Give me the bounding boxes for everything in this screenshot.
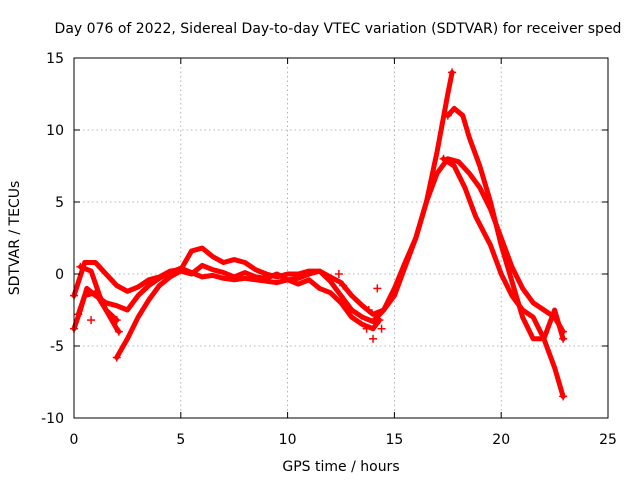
y-tick-label: 15 (46, 51, 64, 67)
series-line-track-6 (445, 105, 566, 342)
x-tick-label: 25 (599, 432, 617, 448)
x-tick-label: 5 (176, 432, 185, 448)
scatter-point (369, 334, 378, 343)
series-end-marker (559, 327, 568, 336)
series-start-marker (76, 262, 85, 271)
y-tick-label: 0 (55, 267, 64, 283)
x-tick-label: 10 (279, 432, 297, 448)
y-axis-label: SDTVAR / TECUs (7, 181, 23, 296)
series-line-track-2 (71, 156, 566, 335)
series-end-marker (559, 334, 568, 343)
series-end-marker (559, 392, 568, 401)
scatter-point (87, 316, 96, 325)
series-start-marker (439, 154, 448, 163)
chart-title: Day 076 of 2022, Sidereal Day-to-day VTE… (55, 21, 622, 37)
x-tick-label: 20 (492, 432, 510, 448)
y-tick-label: -5 (50, 339, 64, 355)
series-line-track-4 (77, 264, 120, 323)
series-end-marker (114, 327, 123, 336)
x-tick-label: 15 (385, 432, 403, 448)
series-line-track-7 (441, 156, 566, 399)
y-tick-label: -10 (41, 411, 64, 427)
series-start-marker (74, 310, 83, 319)
plot-frame (73, 57, 609, 419)
y-tick-label: 5 (55, 195, 64, 211)
series-line-track-5 (114, 262, 382, 360)
scatter-point (334, 270, 343, 278)
y-tick-label: 10 (46, 123, 64, 139)
series-end-marker (448, 68, 457, 77)
series-start-marker (112, 353, 121, 362)
axis-layer: 0 5 10 15 20 25 -10 -5 0 5 10 15 (41, 51, 617, 448)
series-layer (71, 69, 566, 399)
grid-layer (74, 58, 608, 418)
scatter-point (339, 281, 348, 290)
series-end-marker (375, 316, 384, 325)
series-start-marker (443, 111, 452, 120)
scatter-point (377, 324, 386, 333)
series-line-track-1 (71, 69, 455, 332)
scatter-point (362, 324, 371, 333)
series-end-marker (112, 316, 121, 325)
x-axis-label: GPS time / hours (282, 459, 399, 475)
x-tick-label: 0 (70, 432, 79, 448)
marker-layer (70, 68, 568, 401)
scatter-point (373, 284, 382, 293)
scatter-point (364, 306, 373, 314)
